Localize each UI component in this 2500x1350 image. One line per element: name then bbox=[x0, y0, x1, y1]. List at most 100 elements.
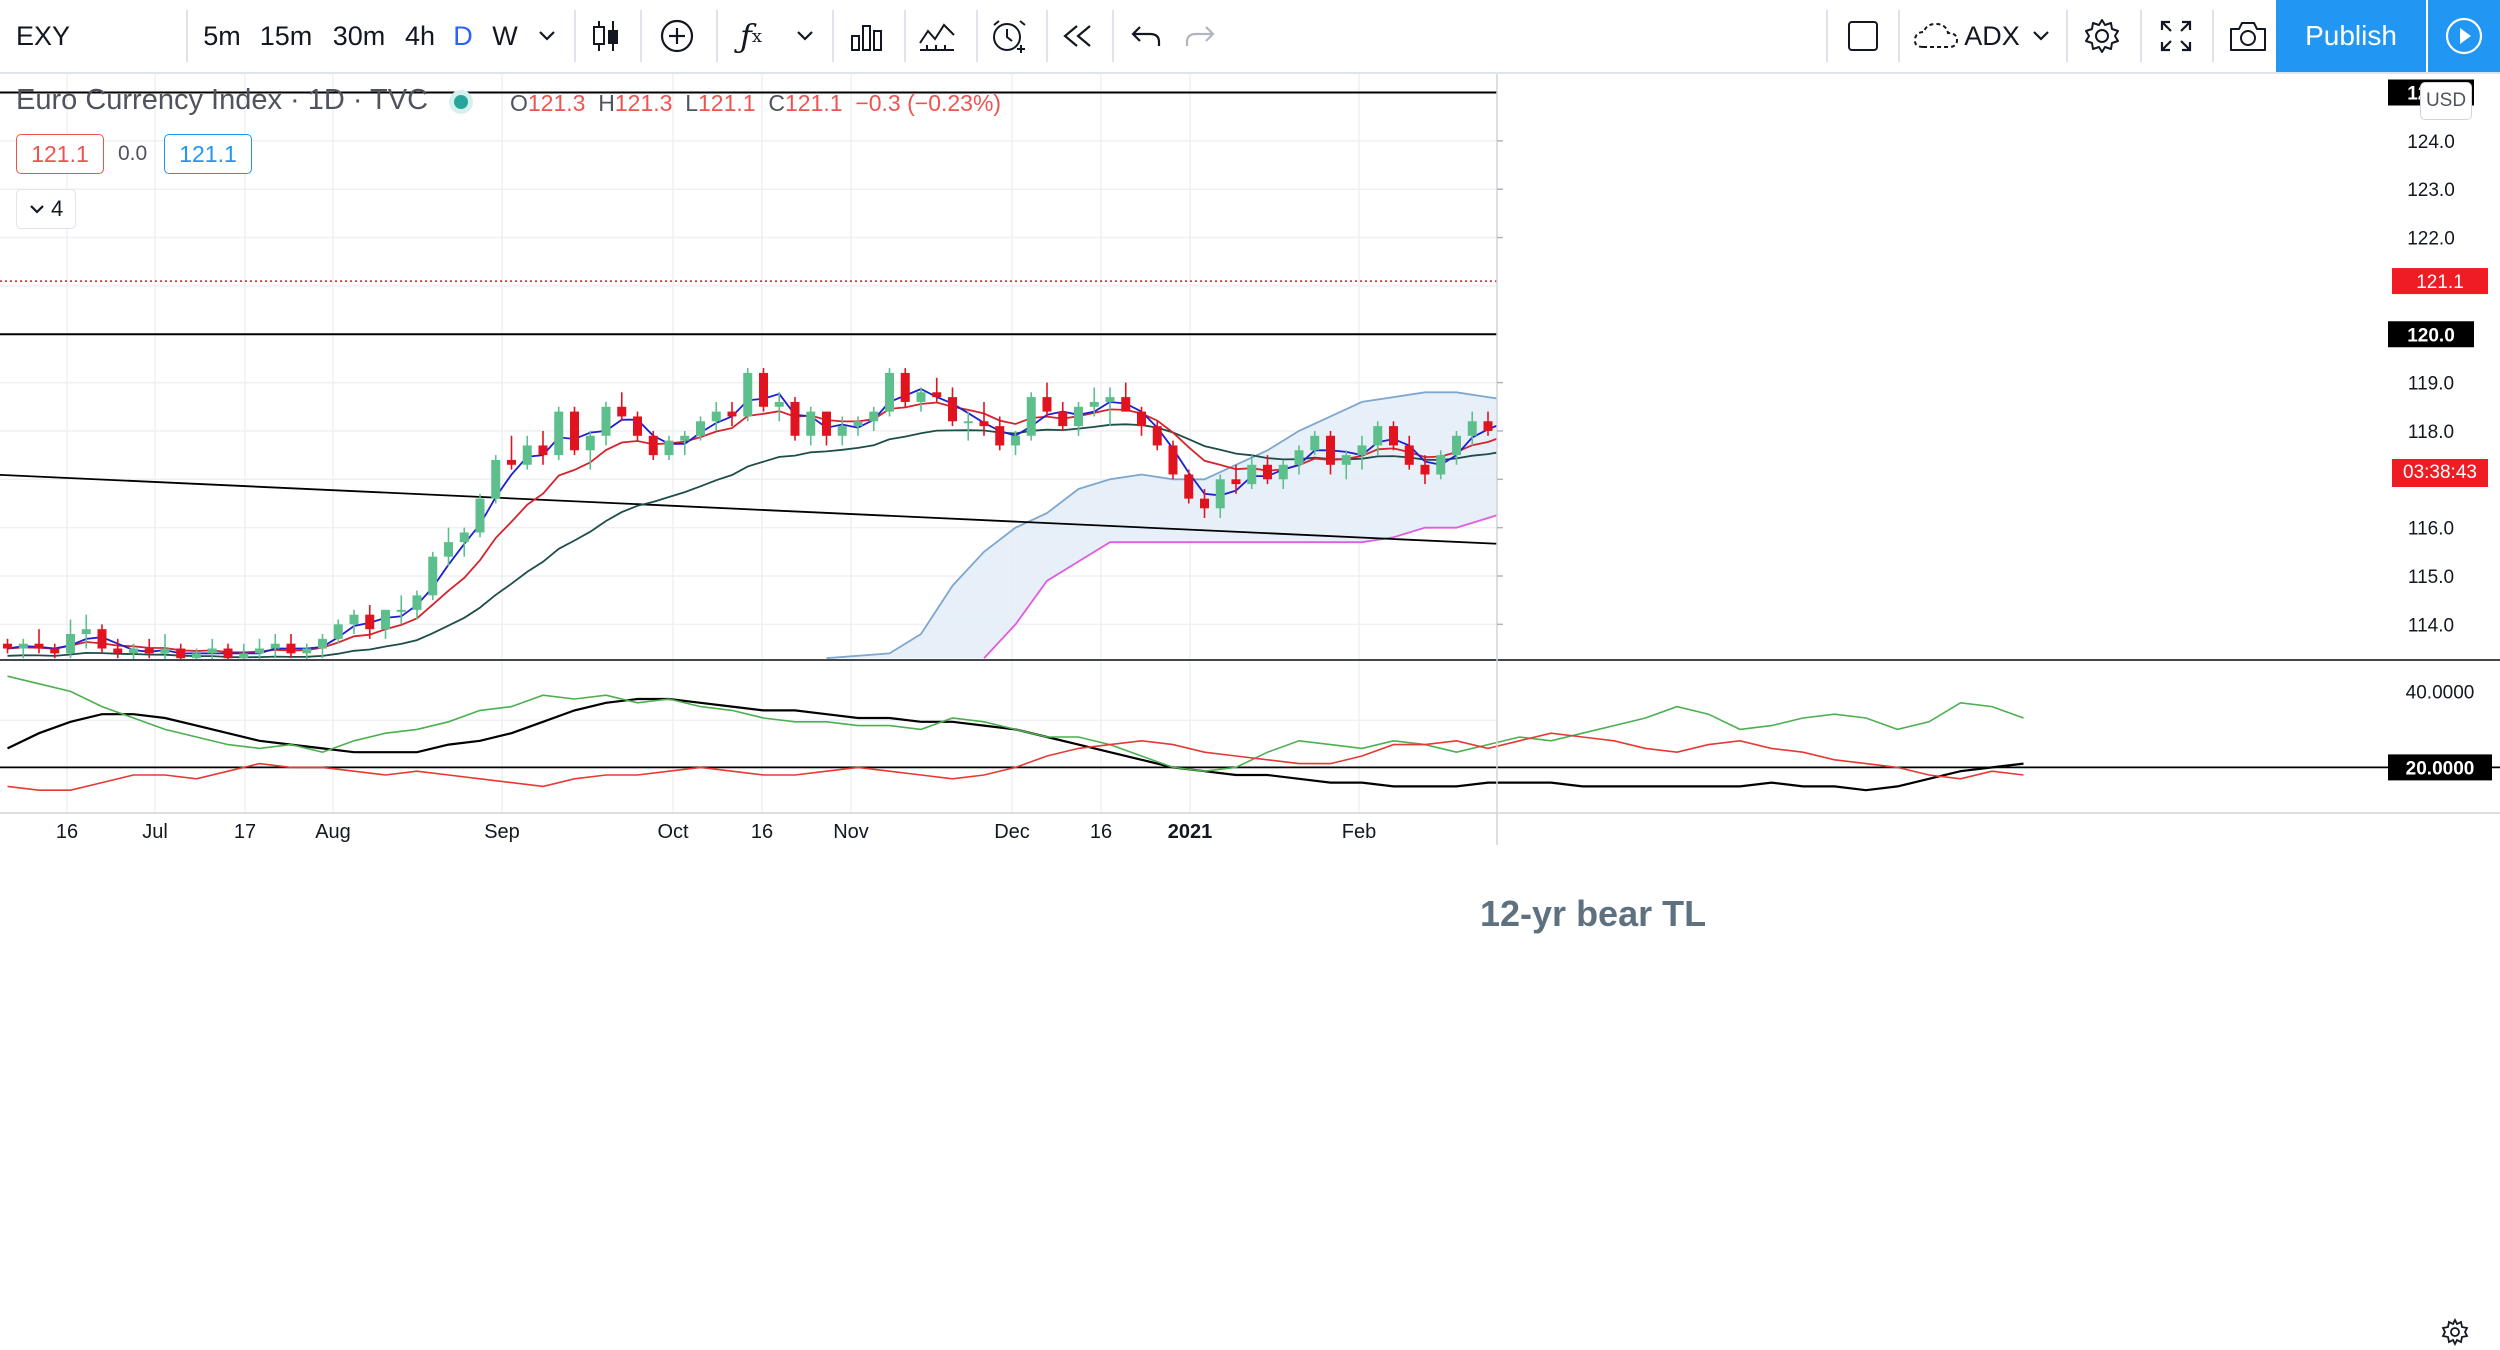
add-compare-icon[interactable] bbox=[652, 0, 702, 72]
candle-body bbox=[932, 392, 942, 398]
symbol-search[interactable]: EXY bbox=[8, 0, 78, 72]
candle-body bbox=[1956, 276, 1965, 281]
redo-icon[interactable] bbox=[1178, 0, 1222, 72]
adx-indicator-label[interactable]: ADX bbox=[1964, 20, 2020, 51]
candle-body bbox=[1814, 387, 1823, 402]
candle-body bbox=[963, 421, 973, 424]
indicators-collapse-button[interactable]: 4 bbox=[16, 189, 76, 229]
bar-countdown: 03:38:43 bbox=[2392, 459, 2488, 487]
axis-settings-gear-icon[interactable] bbox=[2441, 1317, 2469, 1347]
candle-body bbox=[774, 401, 784, 407]
candle-body bbox=[601, 406, 611, 436]
currency-label[interactable]: USD bbox=[2420, 82, 2472, 120]
play-icon[interactable] bbox=[2428, 0, 2500, 72]
market-status-icon[interactable] bbox=[454, 95, 468, 109]
trend-line[interactable] bbox=[1614, 93, 2500, 518]
candle-body bbox=[349, 614, 359, 625]
candle-body bbox=[554, 411, 564, 456]
trendline-annotation[interactable]: 12-yr bear TL bbox=[1480, 893, 1707, 934]
fullscreen-icon[interactable] bbox=[2148, 0, 2204, 72]
candle-body bbox=[1389, 426, 1398, 446]
trend-line[interactable] bbox=[1614, 334, 2039, 518]
oscillator-tick-label: 40.0000 bbox=[2406, 682, 2475, 703]
price-tick-label: 122.0 bbox=[2407, 229, 2455, 250]
candle-body bbox=[1767, 392, 1776, 397]
publish-button[interactable]: Publish bbox=[2276, 0, 2426, 72]
toolbar-divider bbox=[904, 10, 906, 62]
line-price-label: 120.0 bbox=[2407, 325, 2455, 346]
candle-body bbox=[428, 556, 438, 596]
price-axis[interactable]: 125.0124.0123.0122.0121.1120.0119.0118.0… bbox=[1497, 79, 2488, 637]
low-value: 121.1 bbox=[698, 90, 756, 116]
candle-body bbox=[1720, 407, 1729, 422]
candle-body bbox=[223, 648, 233, 659]
candle-body bbox=[1862, 363, 1871, 382]
oscillator-axis[interactable]: 40.0000 20.0000 bbox=[2388, 682, 2492, 781]
candle-body bbox=[1089, 401, 1099, 407]
candle-body bbox=[900, 372, 910, 402]
candle-body bbox=[633, 416, 642, 436]
chart-canvas[interactable]: 125.0124.0123.0122.0121.1120.0119.0118.0… bbox=[0, 74, 2500, 1350]
candle-body bbox=[1420, 464, 1430, 475]
candle-body bbox=[1373, 426, 1383, 446]
candles-icon[interactable] bbox=[586, 0, 626, 72]
candle-body bbox=[664, 440, 674, 456]
di-plus-line bbox=[7, 675, 2024, 773]
settings-gear-icon[interactable] bbox=[2074, 0, 2130, 72]
interval-15m[interactable]: 15m bbox=[259, 20, 313, 51]
candle-body bbox=[1641, 383, 1650, 422]
candle-body bbox=[1436, 455, 1446, 475]
candle-body bbox=[1499, 416, 1508, 431]
replay-rewind-icon[interactable] bbox=[1056, 0, 1100, 72]
di-minus-line bbox=[7, 732, 2024, 791]
candle-body bbox=[66, 634, 75, 654]
cloud-icon[interactable] bbox=[1908, 0, 1964, 72]
candle-body bbox=[1278, 464, 1288, 480]
indicator-value-right[interactable]: 121.1 bbox=[164, 134, 252, 174]
financials-bar-icon[interactable] bbox=[842, 0, 892, 72]
horizontal-lines[interactable] bbox=[0, 91, 2500, 336]
intervals-chevron-down-icon[interactable] bbox=[532, 0, 562, 72]
trend-lines[interactable] bbox=[0, 93, 2500, 606]
indicators-chevron-down-icon[interactable] bbox=[790, 0, 820, 72]
indicator-value-left[interactable]: 121.1 bbox=[16, 134, 104, 174]
candle-body bbox=[1247, 464, 1257, 485]
candle-body bbox=[1673, 421, 1682, 431]
candle-body bbox=[1547, 450, 1556, 469]
alert-clock-icon[interactable] bbox=[984, 0, 1034, 72]
candle-body bbox=[869, 411, 879, 422]
adx-pane bbox=[0, 675, 2500, 792]
candle-body bbox=[522, 445, 532, 465]
interval-30m[interactable]: 30m bbox=[332, 20, 386, 51]
undo-icon[interactable] bbox=[1124, 0, 1168, 72]
time-tick-label: 17 bbox=[234, 821, 256, 843]
interval-4h[interactable]: 4h bbox=[404, 20, 436, 51]
candle-body bbox=[1830, 387, 1839, 397]
interval-5m[interactable]: 5m bbox=[203, 20, 241, 51]
time-tick-label: 16 bbox=[1090, 821, 1112, 843]
candle-body bbox=[459, 532, 469, 543]
candle-body bbox=[1688, 416, 1697, 431]
time-axis[interactable]: 16 Jul 17 Aug Sep Oct 16 Nov Dec 16 2021 Feb bbox=[56, 821, 2469, 1347]
trend-line[interactable] bbox=[0, 473, 2500, 605]
candle-body bbox=[1310, 435, 1320, 451]
candle-body bbox=[680, 435, 690, 441]
symbol-description[interactable]: Euro Currency Index · 1D · TVC bbox=[16, 84, 429, 116]
interval-1w[interactable]: W bbox=[492, 20, 518, 51]
candle-body bbox=[1011, 435, 1020, 446]
layout-square-icon[interactable] bbox=[1838, 0, 1888, 72]
candle-body bbox=[3, 643, 12, 649]
candle-body bbox=[585, 435, 595, 451]
candle-body bbox=[979, 421, 989, 427]
candle-body bbox=[1594, 474, 1603, 489]
snapshot-camera-icon[interactable] bbox=[2220, 0, 2276, 72]
templates-chart-icon[interactable] bbox=[912, 0, 962, 72]
interval-1d[interactable]: D bbox=[453, 20, 473, 51]
candles bbox=[3, 276, 1965, 659]
cloud-fill bbox=[826, 392, 1497, 659]
candle-body bbox=[1074, 406, 1083, 427]
toolbar-divider bbox=[2212, 10, 2214, 62]
adx-chevron-down-icon[interactable] bbox=[2026, 0, 2056, 72]
candle-body bbox=[302, 648, 312, 654]
